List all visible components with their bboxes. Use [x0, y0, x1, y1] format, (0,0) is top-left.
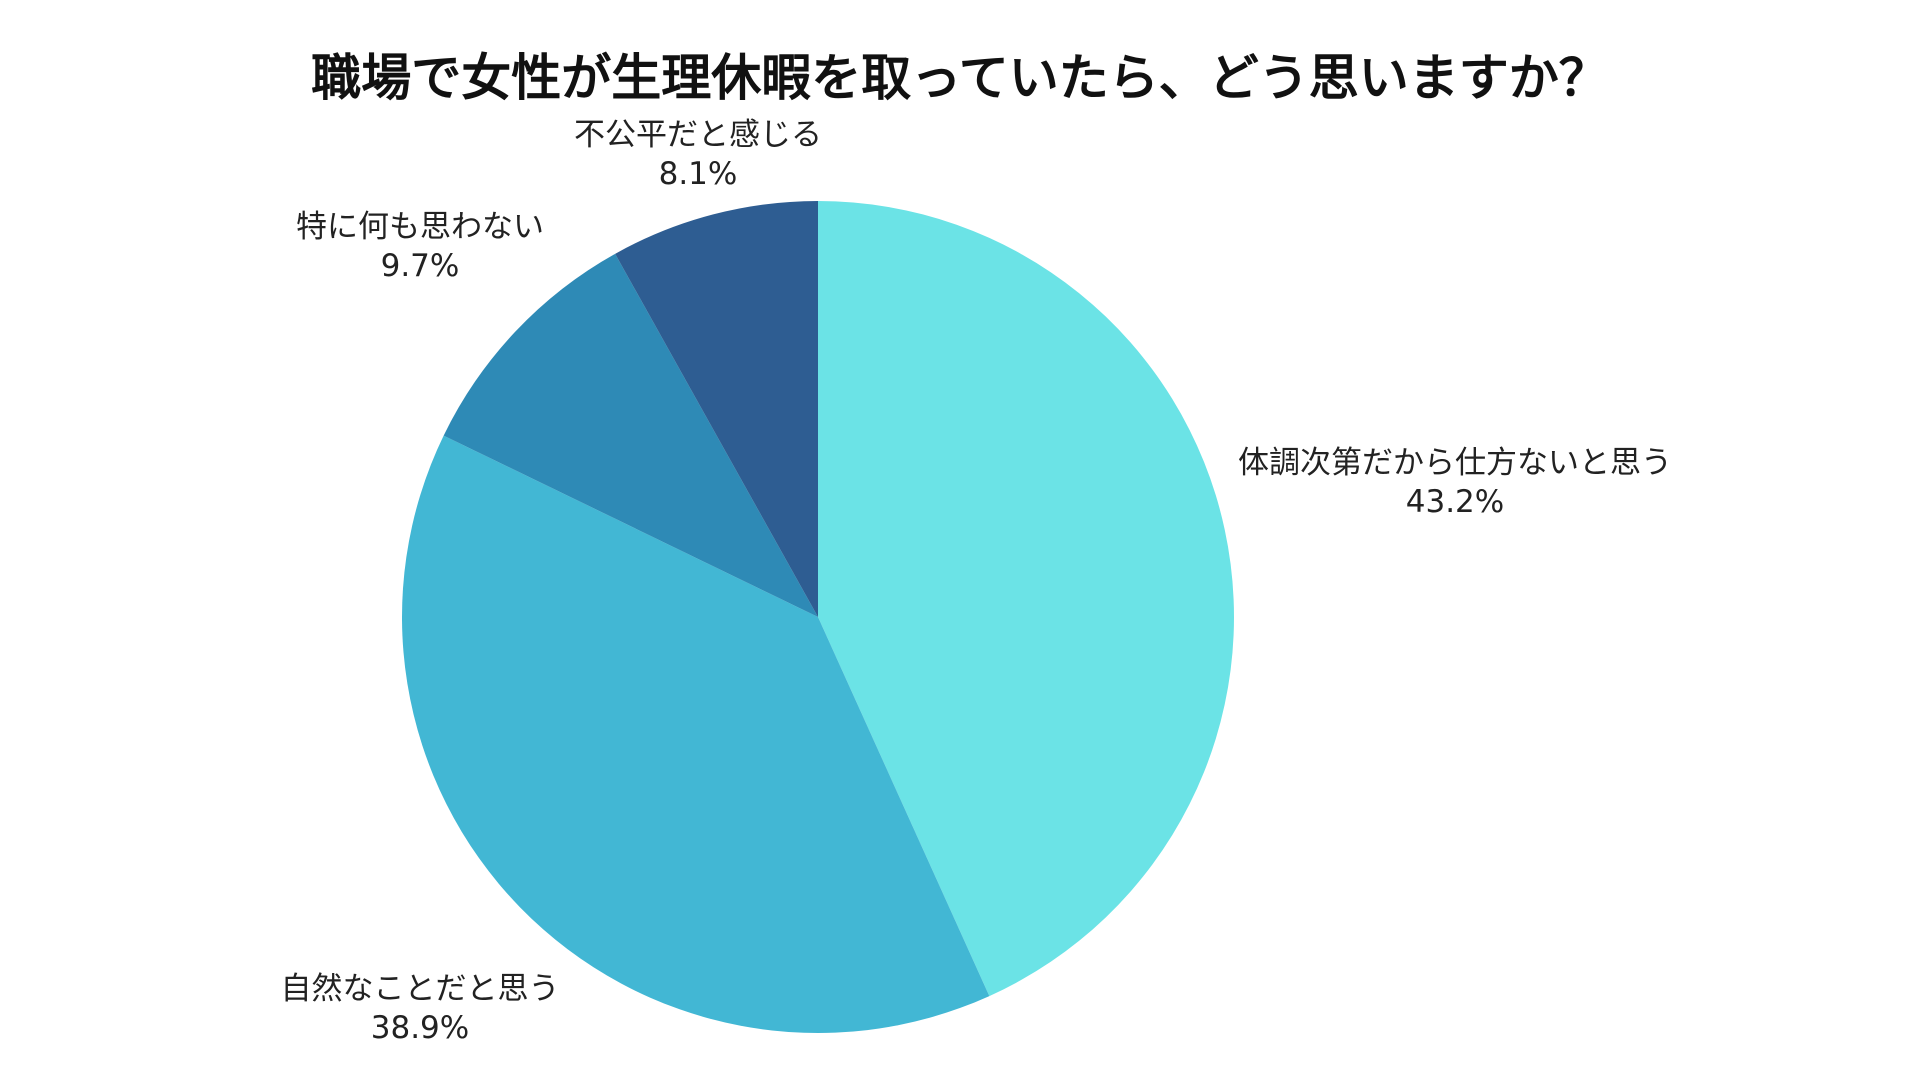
slice-1-value-label: 38.9% [371, 1010, 469, 1046]
slice-1 [401, 435, 990, 1034]
slice-0-value-label: 43.2% [1406, 484, 1504, 520]
slice-1-label: 自然なことだと思う [281, 971, 560, 1007]
slice-2-value-label: 9.7% [381, 248, 460, 284]
slice-0 [818, 201, 1234, 997]
slice-2 [443, 253, 818, 617]
slice-0-label: 体調次第だから仕方ないと思う [1238, 445, 1672, 481]
chart-title: 職場で女性が生理休暇を取っていたら、どう思いますか？ [311, 49, 1609, 107]
slice-3-value-label: 8.1% [659, 156, 738, 192]
slice-3-label: 不公平だと感じる [574, 117, 822, 153]
slice-3 [615, 201, 818, 617]
pie-slices [401, 201, 1234, 1034]
slice-labels: 体調次第だから仕方ないと思う 43.2% 自然なことだと思う 38.9% 特に何… [281, 117, 1673, 1046]
slice-2-label: 特に何も思わない [296, 209, 544, 245]
